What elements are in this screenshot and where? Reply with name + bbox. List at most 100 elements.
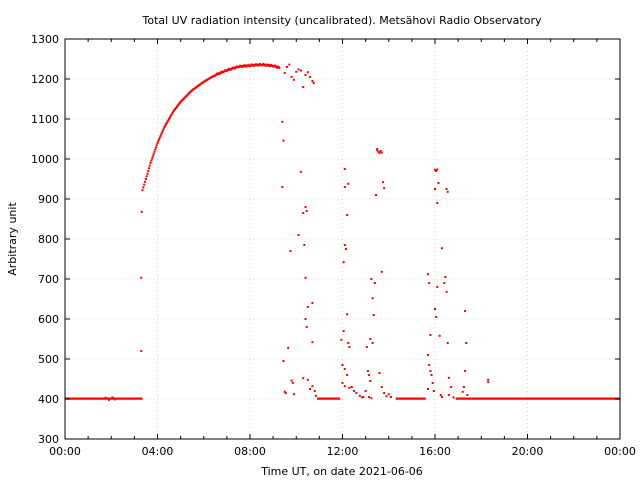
curve-point [154, 146, 157, 149]
data-point [427, 388, 430, 390]
curve-point [262, 63, 265, 66]
data-point [303, 244, 306, 246]
curve-point [169, 115, 172, 118]
curve-point [160, 133, 163, 136]
data-point [446, 342, 449, 344]
data-point [311, 302, 314, 304]
data-point [431, 382, 434, 384]
data-point [434, 308, 436, 310]
y-tick-label: 600 [38, 313, 59, 326]
data-point [464, 370, 467, 372]
data-point [428, 364, 431, 366]
curve-point [171, 112, 174, 115]
data-point [111, 396, 114, 399]
data-point [461, 390, 464, 393]
data-point [366, 370, 369, 372]
data-point [445, 188, 448, 190]
data-point [372, 314, 375, 316]
data-point [432, 390, 435, 392]
data-point [299, 69, 302, 72]
curve-point [220, 71, 223, 74]
data-point [341, 382, 344, 384]
data-point [387, 393, 390, 396]
data-point [385, 395, 388, 398]
data-point [297, 68, 300, 71]
curve-point [155, 144, 158, 147]
curve-point [178, 101, 181, 104]
data-point [311, 341, 314, 344]
data-point [347, 342, 350, 344]
curve-point [215, 73, 218, 76]
data-point [304, 74, 307, 76]
y-tick-label: 700 [38, 273, 59, 286]
data-point [379, 150, 382, 152]
y-tick-label: 400 [38, 393, 59, 406]
curve-point [144, 178, 147, 180]
data-point [390, 396, 393, 398]
curve-point [162, 127, 165, 130]
curve-point [149, 162, 152, 164]
data-point [341, 364, 344, 366]
data-point [466, 394, 469, 396]
curve-point [144, 180, 147, 183]
data-point [312, 82, 315, 84]
data-point [104, 396, 107, 399]
data-point [290, 379, 293, 382]
curve-point [258, 62, 261, 65]
data-point [369, 380, 372, 382]
curve-point [143, 183, 146, 186]
curve-point [157, 140, 160, 143]
y-axis-title: Arbitrary unit [6, 202, 19, 276]
data-point [358, 394, 361, 397]
y-tick-label: 1000 [31, 153, 59, 166]
data-point [447, 394, 450, 396]
data-point [430, 374, 433, 376]
y-tick-label: 500 [38, 353, 59, 366]
y-tick-label: 300 [38, 433, 59, 446]
curve-point [273, 64, 276, 67]
curve-point [168, 116, 171, 119]
curve-point [151, 155, 154, 158]
data-point [450, 386, 453, 388]
curve-point [168, 118, 171, 120]
curve-point [278, 66, 281, 69]
data-point [343, 168, 346, 170]
data-point [434, 168, 436, 171]
data-point [437, 182, 440, 184]
data-point [342, 261, 345, 264]
data-point [452, 396, 455, 399]
data-point [436, 202, 439, 204]
curve-point [176, 104, 179, 107]
curve-point [145, 175, 148, 178]
curve-point [148, 164, 151, 167]
data-point [305, 326, 308, 328]
data-point [440, 247, 443, 250]
data-point [343, 385, 346, 388]
x-axis-title: Time UT, on date 2021-06-06 [260, 465, 423, 478]
data-point [348, 386, 351, 389]
data-point [444, 276, 447, 278]
data-point [376, 148, 379, 150]
x-tick-label: 08:00 [234, 445, 266, 458]
curve-point [156, 142, 159, 144]
data-point [288, 63, 291, 66]
data-point [299, 170, 302, 173]
curve-point [154, 148, 157, 151]
data-point [383, 187, 386, 190]
data-point [377, 150, 380, 153]
curve-point [263, 63, 266, 66]
data-point [313, 390, 316, 392]
data-point [447, 376, 450, 379]
curve-point [152, 153, 155, 156]
x-tick-label: 00:00 [49, 445, 81, 458]
data-point [295, 70, 298, 73]
curve-point [175, 105, 178, 108]
curve-point [266, 63, 269, 66]
data-point [314, 394, 317, 397]
data-point [291, 382, 294, 384]
data-point [140, 276, 143, 279]
curve-point [254, 63, 257, 66]
data-point [375, 194, 378, 196]
